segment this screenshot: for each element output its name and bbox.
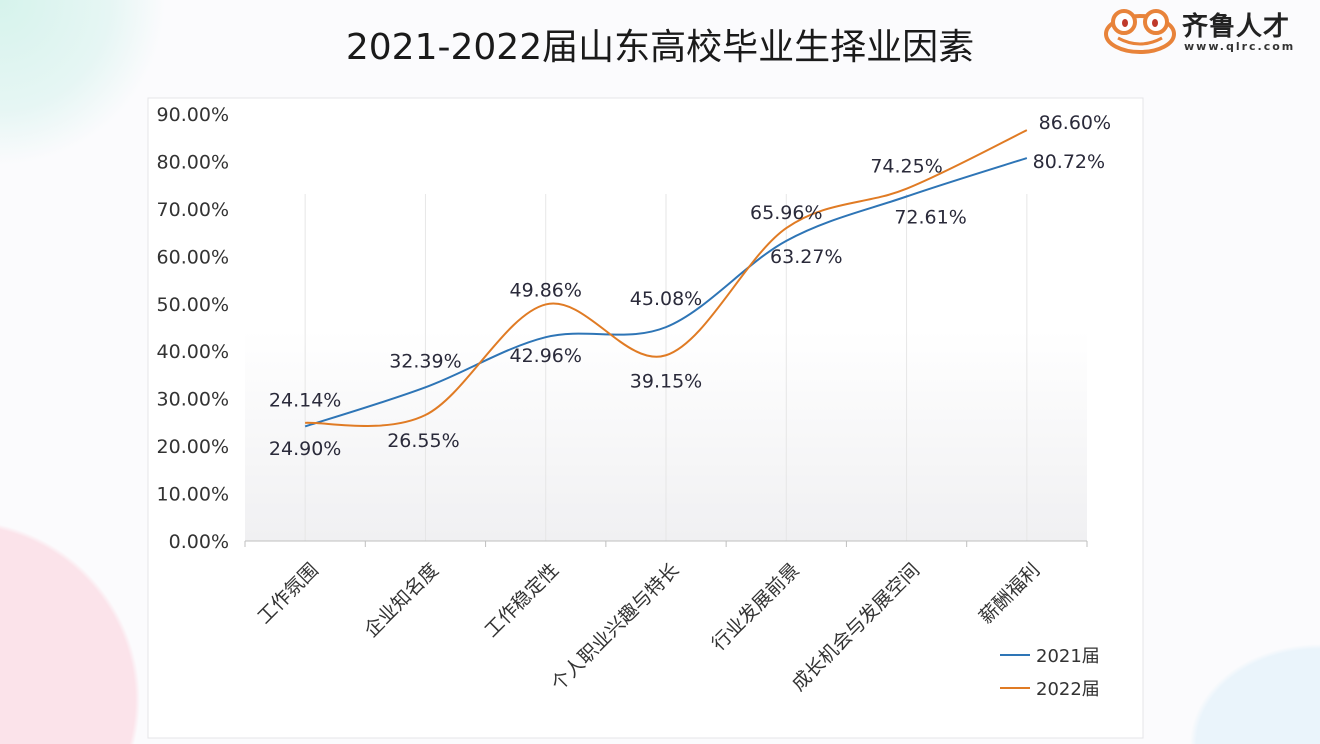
data-label: 63.27% bbox=[770, 246, 842, 268]
data-label: 74.25% bbox=[870, 156, 942, 178]
y-tick-label: 70.00% bbox=[157, 199, 229, 221]
data-label: 80.72% bbox=[1033, 151, 1105, 173]
data-label: 49.86% bbox=[509, 279, 581, 301]
chart-title: 2021-2022届山东高校毕业生择业因素 bbox=[345, 27, 975, 68]
y-tick-label: 60.00% bbox=[157, 246, 229, 268]
logo-url: www.qlrc.com bbox=[1184, 40, 1296, 53]
series-line-2022届 bbox=[305, 129, 1028, 427]
y-tick-label: 40.00% bbox=[157, 341, 229, 363]
y-tick-label: 50.00% bbox=[157, 294, 229, 316]
y-tick-label: 10.00% bbox=[157, 484, 229, 506]
logo: 齐鲁人才 www.qlrc.com bbox=[1100, 4, 1316, 56]
data-label: 45.08% bbox=[630, 288, 702, 310]
y-tick-label: 0.00% bbox=[169, 531, 229, 553]
y-tick-label: 90.00% bbox=[157, 104, 229, 126]
y-tick-label: 20.00% bbox=[157, 436, 229, 458]
data-label: 42.96% bbox=[509, 345, 581, 367]
legend-label: 2021届 bbox=[1036, 646, 1100, 667]
data-label: 72.61% bbox=[894, 207, 966, 229]
data-label: 86.60% bbox=[1039, 112, 1111, 134]
logo-name: 齐鲁人才 bbox=[1182, 12, 1291, 42]
data-label: 32.39% bbox=[389, 350, 461, 372]
data-label: 65.96% bbox=[750, 202, 822, 224]
data-label: 26.55% bbox=[387, 430, 459, 452]
data-label: 39.15% bbox=[630, 370, 702, 392]
data-label: 24.90% bbox=[269, 438, 341, 460]
y-tick-label: 80.00% bbox=[157, 151, 229, 173]
y-tick-label: 30.00% bbox=[157, 389, 229, 411]
data-label: 24.14% bbox=[269, 389, 341, 411]
legend-label: 2022届 bbox=[1036, 679, 1100, 700]
series-line-2021届 bbox=[304, 157, 1028, 428]
frog-logo-icon bbox=[1104, 9, 1176, 54]
